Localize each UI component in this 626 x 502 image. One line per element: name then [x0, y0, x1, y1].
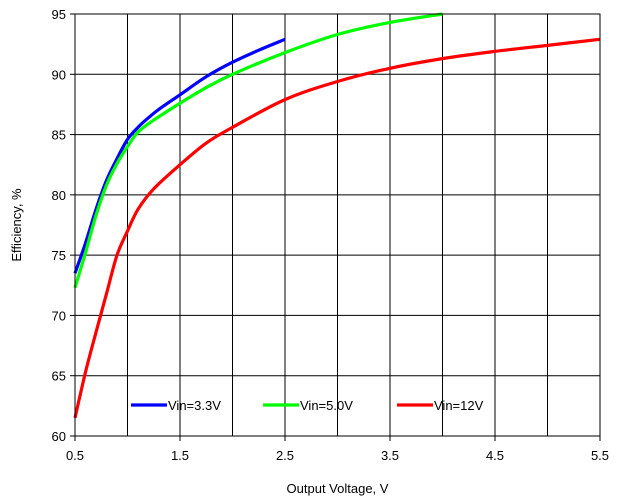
legend-label-2: Vin=12V [434, 398, 484, 413]
x-tick-label: 2.5 [276, 448, 294, 463]
axis-ticks: 0.5 1.5 2.5 3.5 4.5 5.5 60 65 70 75 80 85 90 95 [52, 7, 610, 463]
grid-lines [75, 14, 600, 436]
y-tick-label: 90 [52, 67, 66, 82]
x-tick-label: 4.5 [486, 448, 504, 463]
legend: Vin=3.3V Vin=5.0V Vin=12V [131, 398, 484, 413]
y-tick-label: 60 [52, 429, 66, 444]
plot-area-frame [74, 13, 601, 437]
y-tick-label: 65 [52, 369, 66, 384]
series-line-2 [73, 37, 601, 419]
y-tick-label: 85 [52, 128, 66, 143]
x-tick-label: 3.5 [381, 448, 399, 463]
y-axis-label: Efficiency, % [9, 188, 24, 262]
series-line-0 [73, 37, 286, 274]
legend-label-1: Vin=5.0V [300, 398, 353, 413]
y-tick-label: 70 [52, 308, 66, 323]
legend-label-0: Vin=3.3V [168, 398, 221, 413]
x-axis-label: Output Voltage, V [287, 481, 389, 496]
series-line-1 [73, 12, 443, 289]
y-tick-label: 80 [52, 188, 66, 203]
series-lines [73, 12, 601, 419]
x-tick-label: 5.5 [591, 448, 609, 463]
y-tick-label: 75 [52, 248, 66, 263]
y-tick-label: 95 [52, 7, 66, 22]
x-tick-label: 1.5 [171, 448, 189, 463]
x-tick-label: 0.5 [66, 448, 84, 463]
